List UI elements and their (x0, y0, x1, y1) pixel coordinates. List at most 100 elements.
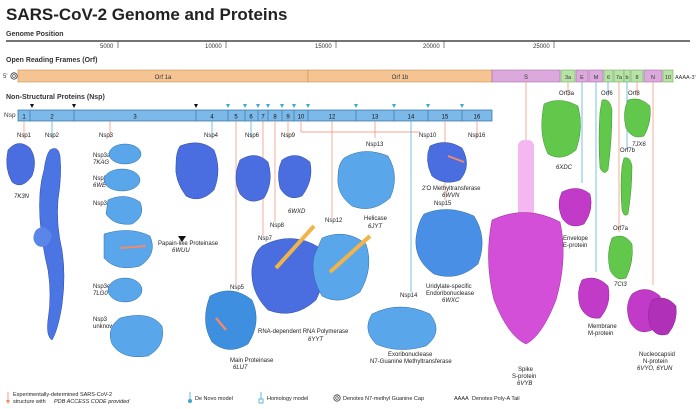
protein-label-plpro: Papain-like Proteinase (158, 241, 219, 247)
protein-structure-nsp3b (103, 168, 141, 192)
orf-bar: Orf 1a Orf 1b S 3a E M 6 7a b 8 N 10 (17, 69, 674, 83)
pdb-code-orf7a: 7CI3 (614, 282, 627, 288)
genome-position-label: Genome Position (6, 31, 64, 38)
protein-structure-nsp6 (235, 155, 271, 202)
nsp-segment-label: 5 (234, 115, 238, 121)
protein-label-nsp3-unknown-sub: unknown (93, 324, 117, 330)
cleavage-marker (72, 104, 76, 108)
protein-label-nsp15: Nsp15 (434, 201, 452, 207)
nsp-segment-label: 2 (50, 115, 54, 121)
nsp-segment-label: 6 (249, 115, 253, 121)
protein-label-endoribonuclease-sub: Endoribonuclease (426, 291, 475, 297)
pdb-code-nsp3a: 7KAG (93, 160, 109, 166)
protein-structure-nsp9 (278, 155, 312, 198)
protein-structure-exoribonuclease (367, 306, 437, 350)
pdb-code-plpro: 6WUU (172, 248, 190, 254)
orf-segment-label: 8 (635, 75, 638, 81)
nsp-segment-label: 16 (474, 115, 481, 121)
orf-segment-label: 3a (565, 75, 572, 81)
legend-homology-box (258, 398, 264, 404)
protein-structure-rdrp (251, 238, 325, 314)
protein-label-nsp3a: Nsp3a (93, 153, 111, 159)
plpro-marker (178, 236, 186, 242)
pdb-code-orf8: 7JX6 (632, 142, 646, 148)
orf-segment-label: Orf 1b (392, 75, 409, 81)
three-prime-label: AAAA-3' (675, 75, 696, 81)
tick-label: 25000 (533, 44, 550, 50)
pdb-code-methyltransferase: 6WVN (442, 193, 460, 199)
protein-label-nsp3-unknown: Nsp3 (93, 317, 108, 323)
protein-structure-spike (488, 212, 564, 345)
cap-icon (10, 72, 18, 80)
nsp-segment-label: 13 (372, 115, 379, 121)
protein-label-nsp8: Nsp8 (270, 223, 285, 229)
cap-icon-inner (12, 74, 16, 78)
nsp-segment-label: 12 (329, 115, 336, 121)
orf-segment-6 (603, 69, 614, 83)
legend-experimental: Experimentally-determined SARS-CoV-2 (13, 392, 112, 398)
legend-cap: Denotes N7-methyl Guanine Cap (343, 396, 424, 402)
protein-label-methyltransferase: 2'O Methyltransferase (422, 186, 481, 192)
cleavage-site-markers (30, 104, 198, 108)
pdb-code-helicase: 6JYT (368, 224, 383, 230)
protein-label-exoribonuclease: Exoribonuclease (388, 352, 433, 358)
protein-label-nsp3c: Nsp3c (93, 201, 110, 207)
protein-label-nsp3: Nsp3 (99, 133, 114, 139)
pdb-code-orf3a: 6XDC (556, 165, 573, 171)
protein-structures (6, 98, 677, 357)
tick-label: 15000 (315, 44, 332, 50)
legend-experimental-2: structure with (13, 399, 46, 405)
protein-structure-endoribonuclease (415, 209, 483, 277)
protein-label-membrane: Membrane (588, 324, 617, 330)
protein-label-nsp1: Nsp1 (17, 133, 32, 139)
nsp-segment-label: 3 (133, 115, 137, 121)
protein-structure-nsp3-unknown (110, 315, 163, 357)
tick-label: 10000 (205, 44, 222, 50)
protein-label-nsp16: Nsp16 (468, 133, 486, 139)
protein-label-exoribonuclease-sub: N7-Guanine Methyltransferase (370, 359, 452, 365)
cleavage-marker (30, 104, 34, 108)
protein-label-nsp5: Nsp5 (230, 285, 245, 291)
legend-cap-icon (333, 394, 341, 402)
protein-label-envelope: Envelope (563, 236, 589, 242)
pdb-code-endoribonuclease: 6WXC (442, 298, 460, 304)
protein-label-nsp2: Nsp2 (45, 133, 60, 139)
protein-label-orf7b: Orf7b (620, 148, 636, 154)
nsp-bar: 1 2 3 4 5 6 7 8 9 10 12 13 14 15 16 (17, 109, 493, 122)
five-prime-label: 5' (3, 74, 7, 80)
protein-label-nsp9: Nsp9 (281, 133, 296, 139)
protein-label-nsp6: Nsp6 (245, 133, 260, 139)
protein-label-spike-sub: S-protein (512, 374, 536, 380)
protein-label-nsp10: Nsp10 (419, 133, 437, 139)
protein-structure-nsp3c (105, 196, 142, 225)
legend-aaaa: AAAA (454, 396, 469, 402)
pdb-code-nsp3b: 6WEY (93, 183, 111, 189)
tick-label: 5000 (100, 44, 114, 50)
protein-structure-methyltransferase (427, 142, 467, 183)
tick-label: 20000 (423, 44, 440, 50)
legend-experimental-arrow (6, 400, 10, 404)
protein-structure-envelope (558, 188, 592, 227)
orf-segment-label: N (651, 75, 655, 81)
protein-label-rdrp: RNA-dependent RNA Polymerase (258, 329, 349, 335)
orf-segment-label: M (594, 75, 599, 81)
orf-segment-label: 6 (607, 75, 610, 81)
protein-label-orf7a: Orf7a (613, 226, 629, 232)
protein-structure-plpro (103, 230, 153, 268)
protein-structure-nsp1 (6, 143, 35, 186)
nsp-bar-bg (17, 109, 493, 122)
protein-structure-nsp3a (108, 143, 142, 165)
orf-segment-10 (662, 69, 674, 83)
protein-structure-orf8 (624, 98, 651, 138)
orf-segment-label: Orf 1a (155, 75, 172, 81)
nsp-label: Non-Structural Proteins (Nsp) (6, 94, 105, 101)
protein-structure-rdrp-rna (274, 224, 316, 270)
legend-polya: Denotes Poly-A Tail (472, 396, 520, 402)
nsp-segment-label: 10 (298, 115, 305, 121)
pointer-lines (23, 82, 654, 292)
protein-label-membrane-sub: M-protein (588, 331, 613, 337)
nsp-segment-label: 4 (210, 115, 214, 121)
protein-structure-membrane (578, 277, 610, 319)
cleavage-marker (194, 104, 198, 108)
